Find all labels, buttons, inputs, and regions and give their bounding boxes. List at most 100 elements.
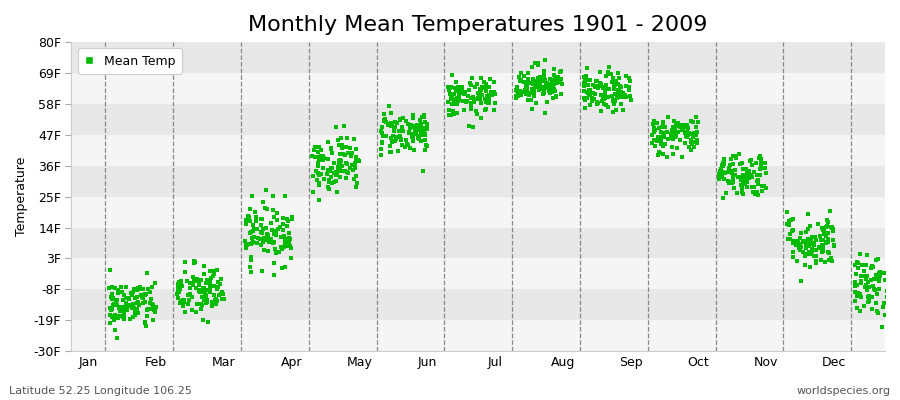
Point xyxy=(803,222,817,229)
Point xyxy=(116,313,130,319)
Point xyxy=(612,88,626,94)
Point xyxy=(519,85,534,91)
Point xyxy=(750,189,764,195)
Point xyxy=(384,138,399,145)
Point xyxy=(736,166,751,172)
Point xyxy=(194,302,209,308)
Point xyxy=(117,292,131,299)
Point xyxy=(202,281,217,287)
Point xyxy=(194,300,208,307)
Point xyxy=(787,216,801,222)
Point xyxy=(202,285,217,291)
Point xyxy=(716,195,731,202)
Point xyxy=(541,88,555,94)
Point xyxy=(309,168,323,174)
Point xyxy=(860,287,874,294)
Point xyxy=(350,180,365,186)
Point xyxy=(871,310,886,316)
Point xyxy=(107,317,122,323)
Point xyxy=(199,300,213,306)
Point xyxy=(670,129,685,135)
Point xyxy=(589,83,603,89)
Point xyxy=(802,250,816,257)
Point xyxy=(543,89,557,96)
Point xyxy=(415,114,429,120)
Point xyxy=(106,302,121,308)
Point xyxy=(679,130,693,137)
Point xyxy=(348,173,363,179)
Point xyxy=(249,226,264,232)
Point xyxy=(390,120,404,126)
Point xyxy=(463,80,477,86)
Point xyxy=(600,104,615,110)
Point xyxy=(176,303,190,310)
Point xyxy=(601,86,616,92)
Point xyxy=(382,102,396,109)
Point xyxy=(340,170,355,176)
Point xyxy=(848,279,862,286)
Point xyxy=(324,146,338,152)
Point xyxy=(453,93,467,100)
Point xyxy=(546,95,561,102)
Point xyxy=(107,311,122,318)
Point xyxy=(735,173,750,180)
Point xyxy=(348,154,363,160)
Point xyxy=(726,172,741,179)
Point xyxy=(801,236,815,242)
Point xyxy=(731,174,745,181)
Point xyxy=(802,249,816,255)
Point xyxy=(200,277,214,283)
Point xyxy=(243,218,257,224)
Point xyxy=(352,158,366,164)
Point xyxy=(471,90,485,97)
Point xyxy=(406,112,420,118)
Point xyxy=(859,282,873,288)
Point xyxy=(417,125,431,131)
Point xyxy=(513,88,527,94)
Point xyxy=(332,158,347,164)
Point xyxy=(108,327,122,334)
Point xyxy=(590,99,605,105)
Point xyxy=(239,221,254,227)
Point xyxy=(721,168,735,175)
Point xyxy=(594,92,608,98)
Point xyxy=(689,129,704,135)
Point xyxy=(350,157,365,164)
Point xyxy=(139,320,153,326)
Point xyxy=(788,242,803,248)
Legend: Mean Temp: Mean Temp xyxy=(77,48,182,74)
Point xyxy=(142,288,157,295)
Point xyxy=(143,299,157,306)
Bar xyxy=(71,320,885,351)
Point xyxy=(647,137,662,143)
Point xyxy=(278,264,293,270)
Point xyxy=(597,96,611,102)
Point xyxy=(210,286,224,292)
Point xyxy=(666,124,680,130)
Point xyxy=(850,258,864,265)
Point xyxy=(202,281,217,288)
Point xyxy=(115,288,130,295)
Point xyxy=(723,162,737,168)
Point xyxy=(195,289,210,296)
Point xyxy=(406,131,420,137)
Bar xyxy=(71,73,885,104)
Point xyxy=(893,260,900,267)
Point xyxy=(346,167,361,174)
Point xyxy=(201,319,215,325)
Point xyxy=(537,86,552,93)
Point xyxy=(820,239,834,246)
Point xyxy=(482,93,496,99)
Point xyxy=(801,226,815,232)
Point xyxy=(743,157,758,163)
Point xyxy=(212,280,227,287)
Point xyxy=(176,299,191,306)
Point xyxy=(892,297,900,304)
Point xyxy=(683,139,698,145)
Point xyxy=(590,78,605,84)
Point xyxy=(686,132,700,139)
Point xyxy=(474,74,489,81)
Point xyxy=(103,305,117,311)
Point xyxy=(550,79,564,86)
Point xyxy=(716,169,731,176)
